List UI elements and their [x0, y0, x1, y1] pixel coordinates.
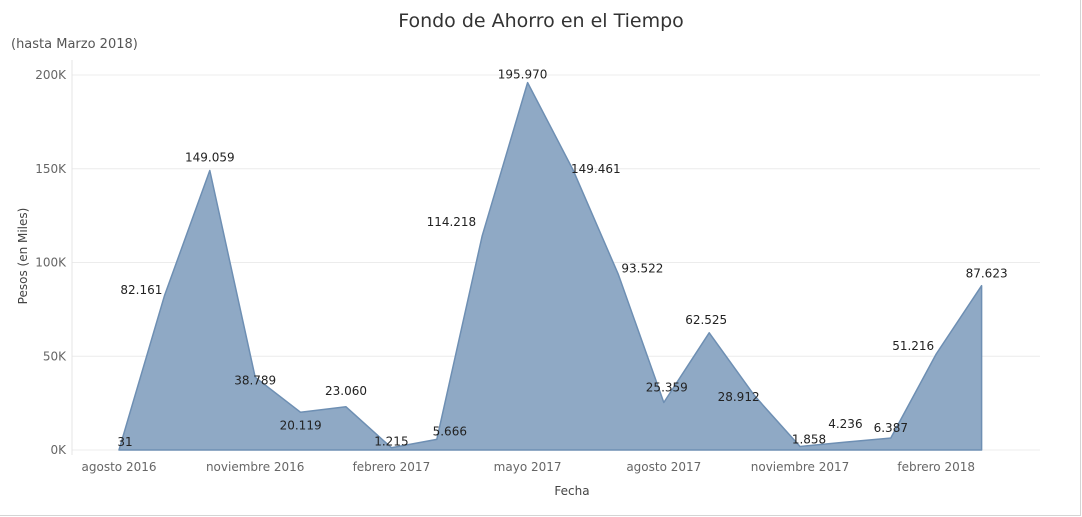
data-label: 51.216	[892, 339, 934, 353]
data-label: 23.060	[325, 384, 367, 398]
data-label: 195.970	[498, 68, 548, 82]
y-tick-label: 0K	[50, 443, 67, 457]
chart-subtitle: (hasta Marzo 2018)	[11, 37, 138, 52]
x-tick-label: agosto 2016	[82, 460, 157, 474]
y-tick-label: 100K	[35, 256, 67, 270]
chart-title: Fondo de Ahorro en el Tiempo	[398, 10, 684, 32]
data-label: 28.912	[718, 390, 760, 404]
data-label: 38.789	[234, 373, 276, 387]
y-axis-title: Pesos (en Miles)	[16, 208, 30, 305]
series-area	[118, 81, 983, 451]
data-label: 1.215	[374, 435, 408, 449]
x-tick-label: febrero 2018	[897, 460, 975, 474]
data-label: 82.161	[120, 283, 162, 297]
data-label: 149.461	[571, 162, 621, 176]
x-axis: agosto 2016 noviembre 2016 febrero 2017 may…	[82, 460, 976, 474]
x-tick-label: febrero 2017	[353, 460, 431, 474]
data-label: 1.858	[792, 433, 826, 447]
x-axis-title: Fecha	[554, 484, 589, 498]
y-tick-label: 50K	[43, 349, 67, 363]
data-label: 4.236	[828, 417, 862, 431]
data-label: 149.059	[185, 151, 235, 165]
x-tick-label: mayo 2017	[494, 460, 562, 474]
data-label: 25.359	[646, 381, 688, 395]
data-label: 87.623	[966, 267, 1008, 281]
x-tick-label: noviembre 2016	[206, 460, 304, 474]
y-axis: 0K 50K 100K 150K 200K	[35, 60, 73, 457]
data-label: 6.387	[874, 421, 908, 435]
data-label: 20.119	[280, 418, 322, 432]
data-label: 114.218	[427, 215, 477, 229]
data-label: 62.525	[685, 313, 727, 327]
y-tick-label: 200K	[35, 68, 67, 82]
data-label: 93.522	[621, 262, 663, 276]
x-tick-label: agosto 2017	[626, 460, 701, 474]
data-labels: 31 82.161 149.059 38.789 20.119 23.060 1.215 5.…	[117, 68, 1007, 449]
x-tick-label: noviembre 2017	[751, 460, 849, 474]
data-label: 31	[117, 435, 132, 449]
y-tick-label: 150K	[35, 162, 67, 176]
data-label: 5.666	[433, 424, 467, 438]
